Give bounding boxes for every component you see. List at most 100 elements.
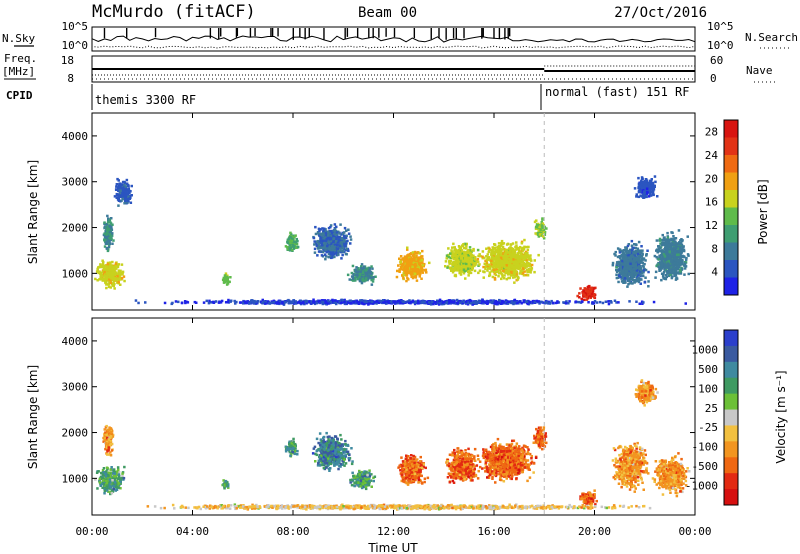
scatter-cell: [626, 244, 630, 248]
scatter-cell: [320, 235, 324, 239]
scatter-cell: [515, 241, 518, 244]
scatter-cell: [669, 267, 672, 270]
scatter-cell: [105, 277, 109, 281]
scatter-cell: [464, 254, 467, 258]
scatter-cell: [417, 258, 420, 261]
scatter-cell: [620, 277, 623, 280]
scatter-cell: [485, 258, 489, 261]
scatter-cell: [331, 247, 334, 250]
scatter-cell: [460, 269, 463, 272]
scatter-cell: [632, 256, 635, 260]
scatter-cell: [123, 279, 126, 283]
scatter-cell: [637, 254, 641, 258]
scatter-cell: [536, 226, 539, 229]
scatter-cell: [417, 259, 420, 263]
scatter-cell: [668, 257, 672, 260]
scatter-cell: [327, 245, 331, 249]
scatter-cell: [626, 265, 630, 268]
scatter-cell: [622, 281, 625, 284]
scatter-cell: [527, 261, 530, 265]
scatter-cell: [320, 246, 323, 250]
scatter-cell: [448, 262, 451, 265]
scatter-cell: [660, 264, 663, 267]
scatter-cell: [646, 249, 649, 252]
scatter-cell: [654, 270, 658, 274]
scatter-cell: [492, 258, 495, 261]
scatter-cell: [621, 269, 625, 273]
scatter-cell: [296, 245, 300, 249]
scatter-cell: [538, 231, 542, 235]
scatter-cell: [465, 265, 468, 269]
scatter-cell: [676, 259, 679, 263]
scatter-cell: [288, 243, 291, 247]
scatter-cell: [495, 256, 498, 259]
scatter-cell: [325, 242, 328, 245]
scatter-cell: [641, 177, 644, 181]
scatter-cell: [618, 251, 622, 254]
scatter-cell: [526, 256, 529, 259]
scatter-cell: [328, 236, 332, 240]
scatter-cell: [625, 248, 628, 252]
freq-tick-low: 8: [67, 72, 74, 85]
scatter-cell: [101, 269, 105, 272]
scatter-cell: [359, 271, 362, 275]
scatter-cell: [315, 244, 319, 247]
scatter-cell: [361, 267, 364, 271]
scatter-cell: [641, 249, 644, 252]
scatter-cell: [423, 262, 426, 266]
scatter-cell: [664, 251, 667, 254]
scatter-cell: [514, 258, 518, 262]
scatter-cell: [668, 239, 671, 242]
scatter-cell: [584, 292, 588, 296]
scatter-cell: [339, 249, 343, 252]
scatter-cell: [673, 250, 677, 253]
scatter-cell: [447, 247, 450, 250]
scatter-cell: [521, 272, 525, 275]
scatter-cell: [674, 273, 678, 276]
scatter-cell: [468, 246, 472, 249]
scatter-cell: [459, 267, 462, 270]
scatter-cell: [510, 264, 513, 267]
scatter-cell: [336, 243, 339, 247]
scatter-cell: [541, 231, 544, 234]
scatter-cell: [340, 257, 343, 260]
scatter-cell: [628, 248, 632, 252]
scatter-cell: [407, 259, 410, 263]
scatter-cell: [446, 266, 449, 269]
scatter-cell: [485, 260, 489, 263]
scatter-cell: [662, 271, 666, 274]
scatter-cell: [104, 238, 107, 242]
scatter-cell: [474, 256, 477, 259]
scatter-cell: [682, 263, 686, 267]
scatter-cell: [316, 232, 320, 235]
scatter-cell: [288, 249, 292, 252]
scatter-cell: [515, 272, 518, 276]
scatter-cell: [366, 275, 370, 279]
scatter-cell: [108, 225, 111, 228]
scatter-cell: [101, 259, 104, 262]
scatter-cell: [340, 240, 343, 244]
scatter-cell: [524, 266, 527, 270]
scatter-cell: [124, 186, 127, 190]
scatter-cell: [613, 252, 616, 256]
scatter-cell: [467, 270, 470, 274]
scatter-cell: [120, 263, 124, 266]
scatter-cell: [370, 274, 373, 277]
scatter-cell: [451, 246, 454, 249]
scatter-cell: [341, 253, 344, 257]
scatter-cell: [487, 256, 491, 259]
scatter-cell: [112, 270, 115, 274]
scatter-cell: [130, 184, 133, 188]
scatter-cell: [342, 244, 345, 247]
scatter-cell: [641, 274, 645, 278]
scatter-cell: [102, 261, 105, 264]
scatter-cell: [520, 255, 523, 259]
scatter-cell: [457, 263, 460, 267]
scatter-cell: [321, 242, 325, 245]
scatter-cell: [107, 245, 111, 249]
scatter-cell: [113, 287, 116, 290]
scatter-cell: [114, 273, 118, 276]
scatter-cell: [365, 270, 368, 274]
scatter-cell: [502, 277, 506, 280]
scatter-cell: [327, 248, 330, 252]
